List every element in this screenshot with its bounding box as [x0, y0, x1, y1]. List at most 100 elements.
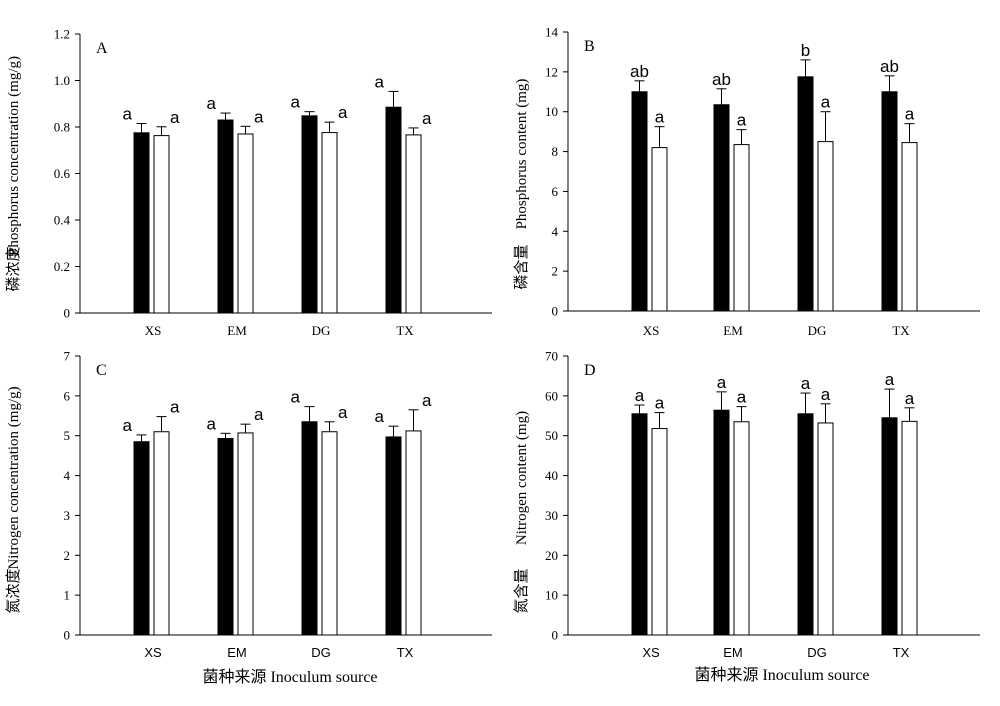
x-axis-title-left: 菌种来源 Inoculum source — [202, 668, 377, 686]
bar-filled — [133, 132, 150, 314]
bar-open — [153, 431, 170, 636]
significance-letter: a — [170, 398, 180, 417]
x-tick-label: TX — [397, 645, 414, 660]
bar-open — [321, 132, 338, 314]
x-tick-label: EM — [723, 645, 743, 660]
significance-letter: a — [737, 388, 747, 407]
y-tick-label: 4 — [64, 468, 71, 483]
y-axis-label-cn: 氮浓度 — [5, 568, 22, 613]
y-tick-label: 7 — [64, 349, 71, 364]
x-tick-label: EM — [227, 645, 247, 660]
y-tick-label: 4 — [552, 224, 559, 239]
significance-letter: a — [635, 386, 645, 405]
bar-open — [237, 133, 254, 314]
significance-letter: a — [207, 414, 217, 433]
bar-open — [733, 421, 750, 636]
y-tick-label: 3 — [64, 508, 71, 523]
x-tick-label: TX — [893, 645, 910, 660]
y-tick-label: 0.8 — [54, 120, 70, 135]
bar-open — [405, 430, 422, 636]
significance-letter: a — [422, 391, 432, 410]
y-tick-label: 40 — [545, 468, 558, 483]
y-tick-label: 0 — [552, 628, 559, 643]
bar-filled — [385, 436, 402, 636]
y-axis-label-en: Phosphorus concentration (mg/g) — [6, 56, 22, 256]
bar-open — [817, 422, 834, 636]
significance-letter: a — [254, 107, 264, 126]
x-axis-title-right: 菌种来源 Inoculum source — [694, 666, 869, 684]
significance-letter: b — [801, 41, 810, 60]
significance-letter: a — [338, 103, 348, 122]
x-tick-label: XS — [144, 645, 162, 660]
x-tick-label: XS — [145, 323, 162, 338]
y-tick-label: 5 — [64, 428, 71, 443]
bar-filled — [217, 119, 234, 314]
y-axis-label-cn: 磷含量 — [513, 244, 530, 289]
y-tick-label: 6 — [64, 388, 71, 403]
significance-letter: a — [375, 407, 385, 426]
significance-letter: a — [821, 93, 831, 112]
bar-filled — [713, 104, 730, 312]
bar-filled — [301, 421, 318, 636]
significance-letter: a — [655, 394, 665, 413]
bar-filled — [881, 91, 898, 312]
bar-filled — [631, 91, 648, 312]
bar-filled — [631, 413, 648, 636]
y-tick-label: 1.0 — [54, 73, 70, 88]
y-tick-label: 0.6 — [54, 166, 71, 181]
y-tick-label: 2 — [552, 264, 559, 279]
x-tick-label: EM — [723, 323, 743, 338]
y-tick-label: 6 — [552, 184, 559, 199]
significance-letter: a — [885, 370, 895, 389]
y-axis-label-cn: 氮含量 — [513, 568, 530, 613]
y-tick-label: 20 — [545, 548, 558, 563]
y-axis-label-cn: 磷浓度 — [5, 246, 22, 291]
significance-letter: a — [655, 108, 665, 127]
y-tick-label: 50 — [545, 428, 558, 443]
significance-letter: a — [737, 111, 747, 130]
bar-filled — [133, 441, 150, 636]
panel-label: C — [96, 362, 107, 379]
x-tick-label: EM — [227, 323, 247, 338]
x-tick-label: DG — [311, 645, 331, 660]
x-tick-label: TX — [396, 323, 414, 338]
y-tick-label: 2 — [64, 548, 71, 563]
panel-c: 0 1 2 3 4 5 6 7 C Nitrogen concentration (mg/g)氮浓… — [5, 349, 492, 660]
bar-filled — [797, 76, 814, 312]
bar-filled — [797, 413, 814, 636]
panel-label: D — [584, 362, 596, 379]
y-tick-label: 30 — [545, 508, 558, 523]
bar-filled — [385, 106, 402, 314]
x-tick-label: DG — [312, 323, 331, 338]
y-tick-label: 70 — [545, 349, 558, 364]
significance-letter: ab — [712, 70, 731, 89]
bar-open — [321, 431, 338, 636]
y-axis-label-en: Nitrogen content (mg) — [514, 411, 530, 545]
significance-letter: a — [170, 108, 180, 127]
y-tick-label: 10 — [545, 104, 558, 119]
significance-letter: a — [717, 373, 727, 392]
significance-letter: ab — [880, 57, 899, 76]
y-tick-label: 1.2 — [54, 27, 70, 42]
significance-letter: ab — [630, 62, 649, 81]
y-tick-label: 0.2 — [54, 259, 70, 274]
bar-open — [733, 144, 750, 312]
bar-open — [405, 134, 422, 314]
significance-letter: a — [254, 405, 264, 424]
y-tick-label: 14 — [545, 25, 559, 40]
y-tick-label: 12 — [545, 64, 558, 79]
significance-letter: a — [291, 93, 301, 112]
panel-label: A — [96, 40, 108, 57]
significance-letter: a — [905, 389, 915, 408]
y-tick-label: 60 — [545, 388, 558, 403]
bar-filled — [301, 115, 318, 314]
x-tick-label: XS — [642, 645, 660, 660]
y-tick-label: 0 — [64, 306, 71, 321]
x-tick-label: XS — [643, 323, 660, 338]
x-tick-label: DG — [807, 645, 827, 660]
y-tick-label: 0 — [552, 304, 559, 319]
panel-d: 0 10 20 30 40 50 60 70 D Nitrogen content (mg) 氮含量… — [513, 349, 980, 660]
significance-letter: a — [422, 109, 432, 128]
y-axis-label-en: Phosphorus content (mg) — [514, 79, 530, 230]
